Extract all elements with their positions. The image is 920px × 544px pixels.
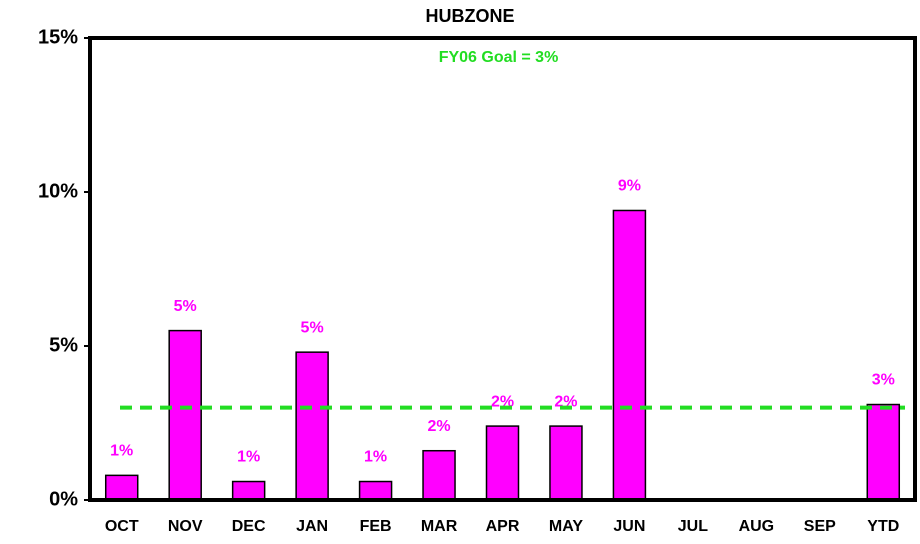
x-tick-label: JUL <box>678 518 708 535</box>
data-label: 1% <box>237 449 260 466</box>
data-label: 1% <box>110 443 133 460</box>
goal-label: FY06 Goal = 3% <box>439 49 559 66</box>
x-tick-label: APR <box>486 518 520 535</box>
bar <box>612 209 647 501</box>
x-tick-label: MAY <box>549 518 583 535</box>
data-label: 2% <box>427 418 450 435</box>
data-label: 9% <box>618 178 641 195</box>
bar <box>358 480 393 501</box>
bar <box>104 474 139 501</box>
y-tick-label: 0% <box>49 488 78 510</box>
y-tick-label: 10% <box>38 180 78 202</box>
data-label: 5% <box>174 298 197 315</box>
x-tick-label: JUN <box>613 518 645 535</box>
x-tick-label: MAR <box>421 518 458 535</box>
x-tick-label: SEP <box>804 518 836 535</box>
data-label: 5% <box>301 319 324 336</box>
bar <box>168 329 202 501</box>
y-tick-label: 5% <box>49 334 78 356</box>
x-tick-label: YTD <box>867 518 899 535</box>
bar <box>866 403 901 501</box>
y-tick-label: 15% <box>38 26 78 48</box>
x-tick-label: DEC <box>232 518 266 535</box>
x-tick-label: FEB <box>360 518 392 535</box>
x-tick-label: NOV <box>168 518 203 535</box>
x-tick-label: JAN <box>296 518 328 535</box>
plot-frame <box>88 36 917 502</box>
chart-title: HUBZONE <box>426 6 515 26</box>
data-label: 3% <box>872 372 895 389</box>
bar <box>231 480 266 501</box>
bar <box>549 425 583 501</box>
x-tick-label: AUG <box>739 518 775 535</box>
x-tick-label: OCT <box>105 518 139 535</box>
bar <box>422 449 456 501</box>
bar <box>485 425 520 501</box>
data-label: 1% <box>364 449 387 466</box>
bar <box>295 351 329 501</box>
